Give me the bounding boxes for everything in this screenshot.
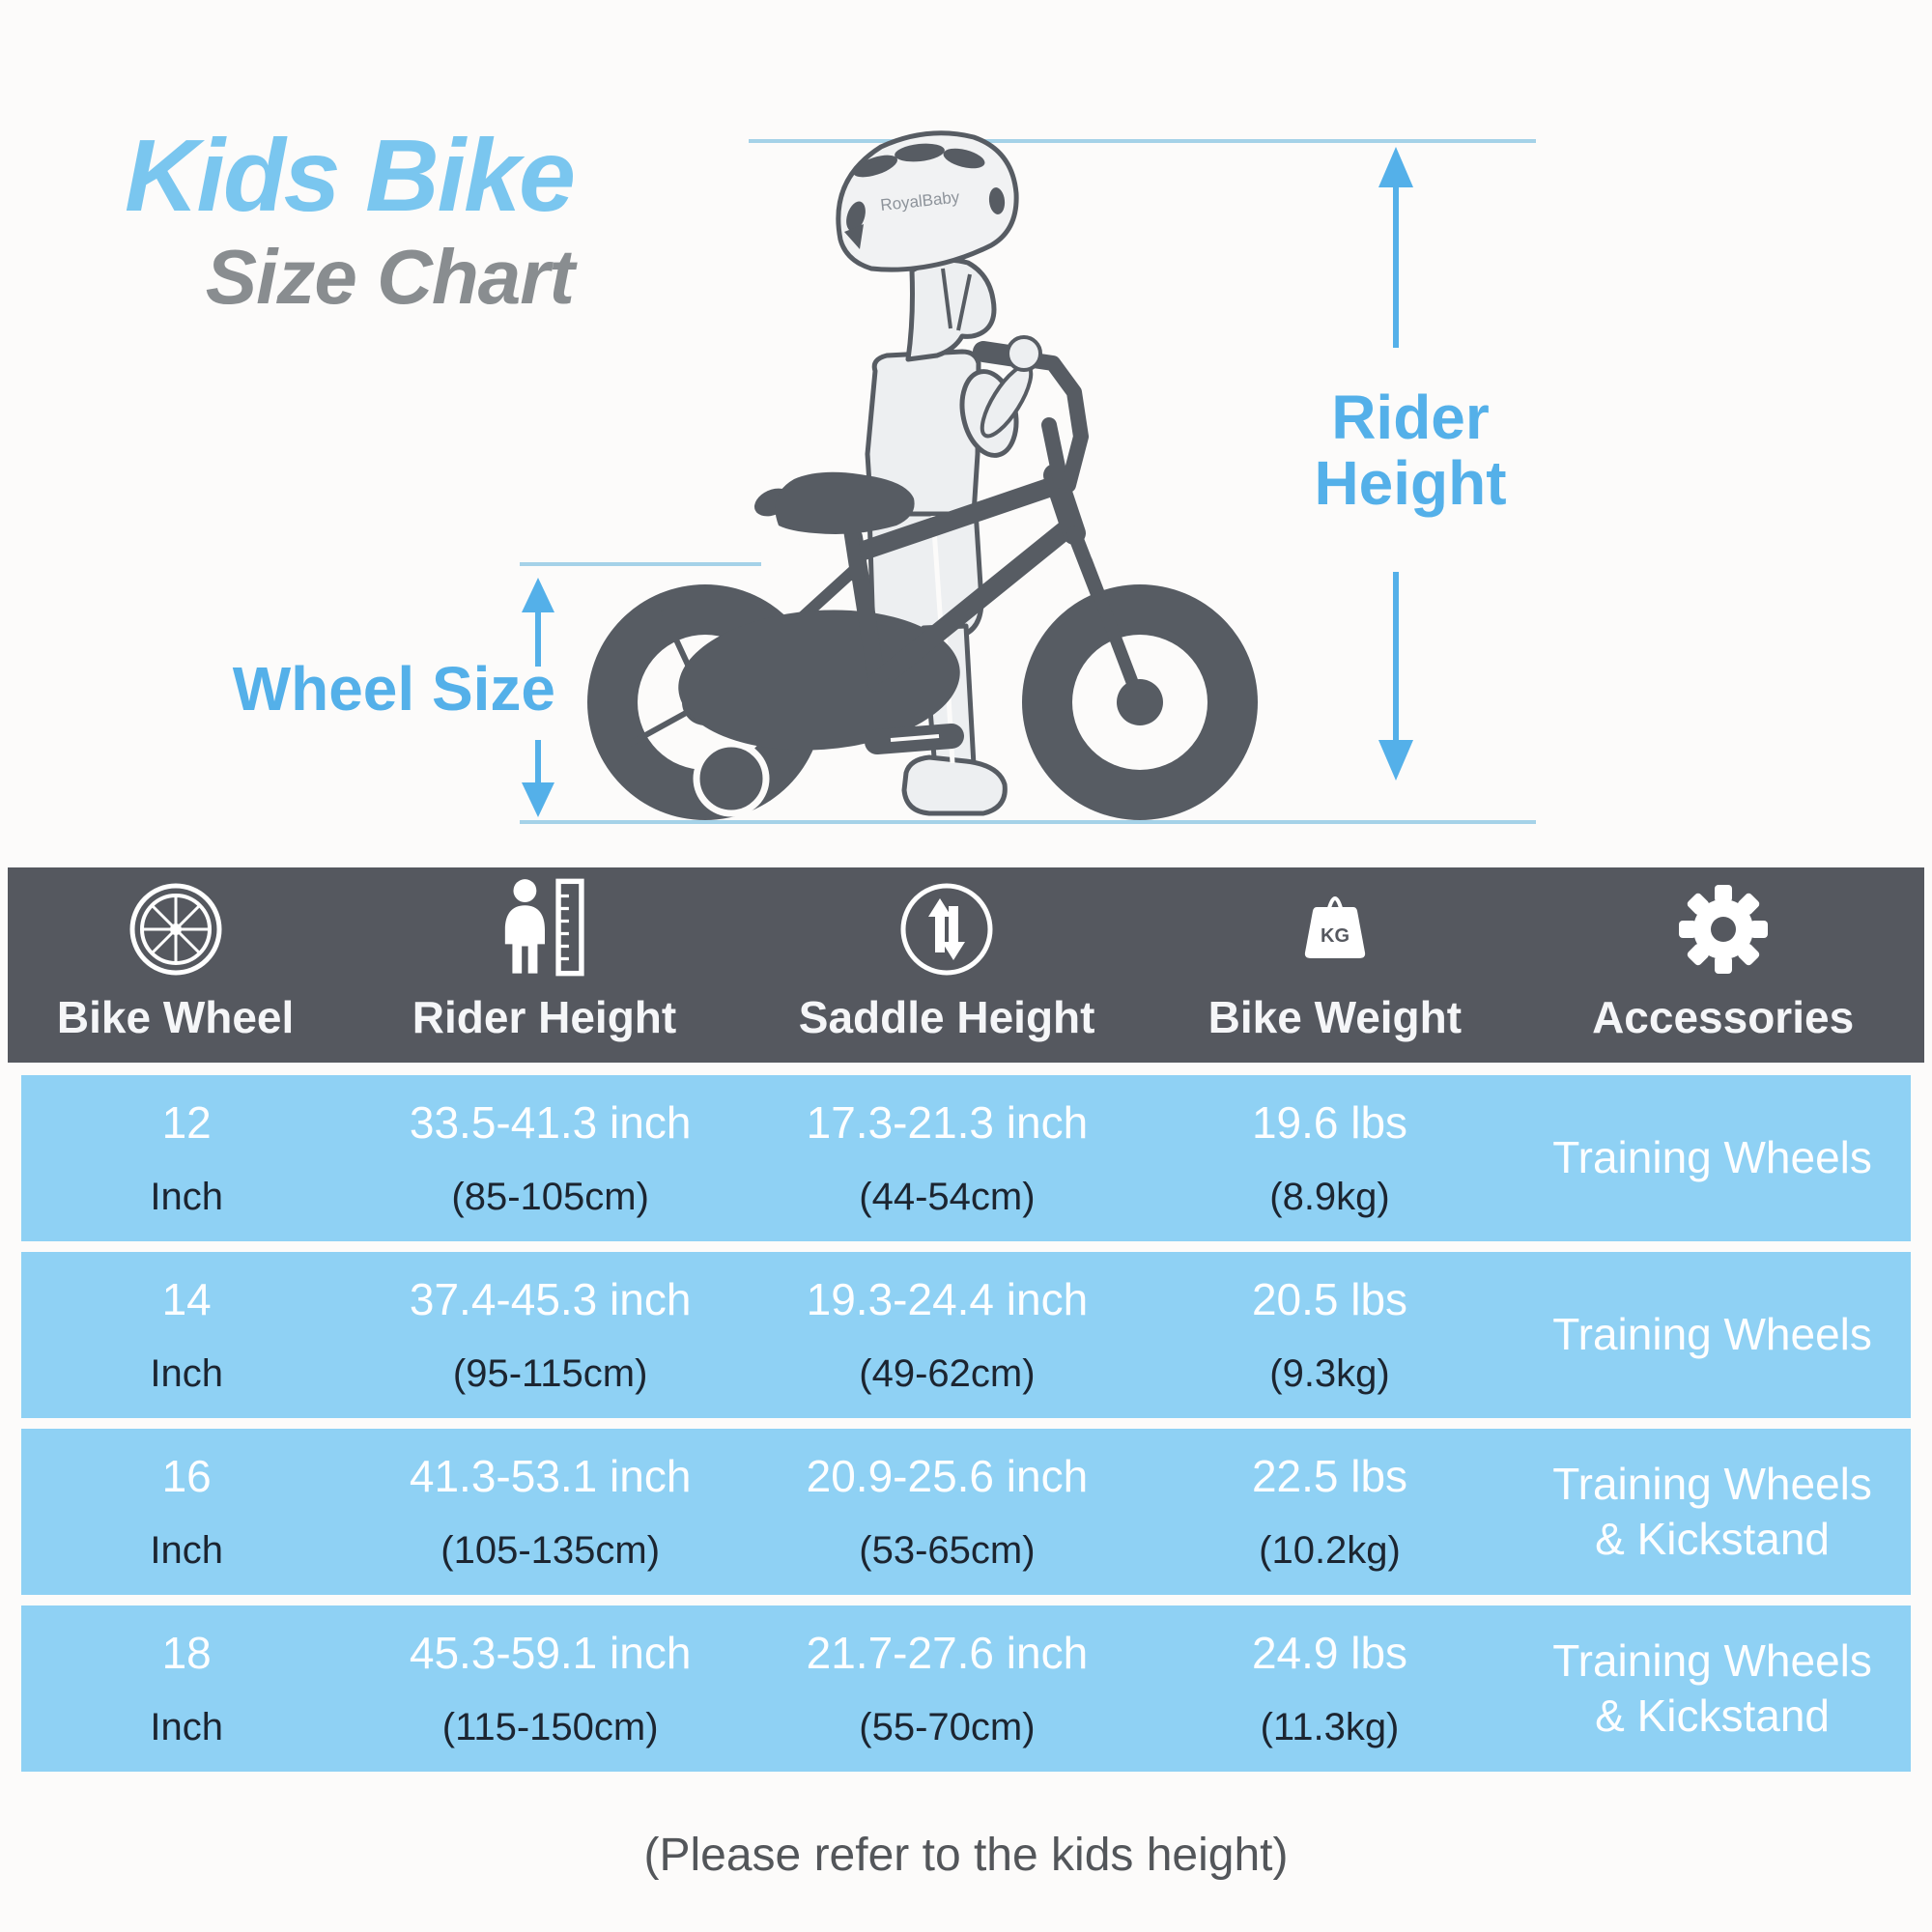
saddle-height-cell: 20.9-25.6 inch (53-65cm): [806, 1451, 1089, 1572]
table-row-18-inch: 18 Inch 45.3-59.1 inch (115-150cm) 21.7-…: [21, 1605, 1911, 1772]
column-label: Bike Wheel: [56, 992, 295, 1042]
accessories-cell: Training Wheels & Kickstand: [1552, 1458, 1872, 1565]
page-title: Kids Bike Size Chart: [116, 119, 576, 321]
chain-guard: [678, 610, 960, 751]
rider-height-label: Rider Height: [1314, 383, 1507, 518]
hero-section: RoyalBaby: [0, 0, 1932, 867]
kid-face: [905, 257, 997, 362]
table-row-12-inch: 12 Inch 33.5-41.3 inch (85-105cm) 17.3-2…: [21, 1075, 1911, 1241]
accessories-cell: Training Wheels: [1552, 1132, 1872, 1183]
rider-height-icon: [504, 878, 584, 977]
rider-height-arrows: [1378, 147, 1413, 781]
wheel-size-arrows: [522, 578, 554, 817]
bike-weight-cell: 19.6 lbs (8.9kg): [1251, 1097, 1408, 1218]
saddle-height-cell: 21.7-27.6 inch (55-70cm): [806, 1628, 1089, 1748]
bike-weight-cell: 22.5 lbs (10.2kg): [1251, 1451, 1408, 1572]
wheel-size-value: 14: [161, 1274, 212, 1324]
kid-hand: [1006, 335, 1042, 372]
accessories-cell: Training Wheels & Kickstand: [1552, 1634, 1872, 1742]
saddle-height-cell: 17.3-21.3 inch (44-54cm): [806, 1097, 1089, 1218]
wheel-size-unit: Inch: [150, 1529, 223, 1572]
wheel-size-unit: Inch: [150, 1176, 223, 1218]
column-accessories: Accessories: [1521, 867, 1924, 1063]
wheel-size-unit: Inch: [150, 1706, 223, 1748]
saddle-height-icon: [900, 883, 993, 976]
bike-weight-cell: 24.9 lbs (11.3kg): [1251, 1628, 1408, 1748]
column-label: Saddle Height: [798, 992, 1095, 1042]
column-bike-wheel: Bike Wheel: [8, 867, 343, 1063]
chin-strap: [941, 268, 972, 331]
wheel-cell: 14 Inch: [21, 1252, 352, 1418]
rider-height-cell: 45.3-59.1 inch (115-150cm): [409, 1628, 692, 1748]
column-label: Accessories: [1592, 992, 1855, 1042]
accessories-cell: Training Wheels: [1552, 1309, 1872, 1360]
wheel-size-label: Wheel Size: [232, 654, 555, 724]
helmet-vents: [844, 143, 1006, 249]
kid-helmet: RoyalBaby: [836, 130, 1019, 272]
bike-wheel-icon: [129, 883, 222, 976]
crank-pedal: [865, 677, 964, 754]
saddle: [753, 471, 915, 582]
column-saddle-height: Saddle Height: [746, 867, 1149, 1063]
saddle-height-cell: 19.3-24.4 inch (49-62cm): [806, 1274, 1089, 1395]
page-title-line1: Kids Bike: [124, 119, 576, 233]
rider-height-cell: 37.4-45.3 inch (95-115cm): [409, 1274, 692, 1395]
table-row-14-inch: 14 Inch 37.4-45.3 inch (95-115cm) 19.3-2…: [21, 1252, 1911, 1418]
column-label: Rider Height: [412, 992, 677, 1042]
column-bike-weight: KG Bike Weight: [1148, 867, 1521, 1063]
kid-shoe: [901, 754, 1008, 816]
wheel-cell: 12 Inch: [21, 1075, 352, 1241]
bike-weight-icon: KG: [1304, 896, 1365, 958]
bike-weight-cell: 20.5 lbs (9.3kg): [1251, 1274, 1408, 1395]
bike-illustration: RoyalBaby: [520, 130, 1536, 824]
measurement-lines: [520, 139, 1536, 824]
kid-arm: [980, 335, 1042, 439]
front-wheel: [1022, 557, 1258, 820]
rider-height-cell: 33.5-41.3 inch (85-105cm): [409, 1097, 692, 1218]
wheel-cell: 16 Inch: [21, 1429, 352, 1595]
table-row-16-inch: 16 Inch 41.3-53.1 inch (105-135cm) 20.9-…: [21, 1429, 1911, 1595]
bike: [587, 341, 1258, 820]
accessories-gear-icon: [1678, 885, 1768, 974]
column-label: Bike Weight: [1208, 992, 1463, 1042]
wheel-size-value: 16: [161, 1451, 212, 1501]
page-title-line2: Size Chart: [205, 234, 575, 321]
wheel-size-unit: Inch: [150, 1352, 223, 1395]
rider-height-cell: 41.3-53.1 inch (105-135cm): [409, 1451, 692, 1572]
table-header: Bike Wheel Rider Height: [8, 867, 1924, 1063]
wheel-cell: 18 Inch: [21, 1605, 352, 1772]
wheel-size-value: 18: [161, 1628, 212, 1678]
wheel-size-value: 12: [161, 1097, 212, 1148]
kg-icon-text: KG: [1321, 925, 1350, 947]
training-wheel: [693, 740, 770, 817]
footer-note: (Please refer to the kids height): [643, 1830, 1289, 1881]
column-rider-height: Rider Height: [343, 867, 746, 1063]
table-body: 12 Inch 33.5-41.3 inch (85-105cm) 17.3-2…: [21, 1075, 1911, 1782]
